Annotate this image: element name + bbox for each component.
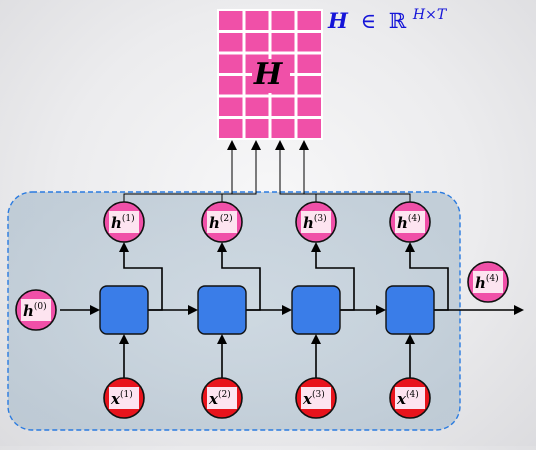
- output-connectors: [123, 140, 411, 202]
- input-2: x(2): [201, 377, 243, 419]
- hidden-state-3-label-pad: [301, 211, 331, 233]
- connector-to-matrix-3: [275, 140, 317, 202]
- hidden-state-1-label-base: h: [111, 214, 122, 232]
- input-3-label: x(3): [302, 389, 325, 408]
- input-1-label: x(1): [110, 389, 133, 408]
- hidden-state-matrix: [217, 9, 323, 140]
- initial-state-label-index: (0): [34, 301, 47, 312]
- input-2-label-base: x: [208, 390, 219, 408]
- initial-state-label: h(0): [23, 301, 47, 320]
- hidden-state-1-label: h(1): [111, 213, 135, 232]
- rnn-cell-2: [197, 285, 247, 335]
- input-2-label-index: (2): [218, 389, 231, 400]
- hidden-state-4-label: h(4): [397, 213, 421, 232]
- input-4-label-index: (4): [406, 389, 419, 400]
- hidden-state-2-label: h(2): [209, 213, 233, 232]
- input-2-label: x(2): [208, 389, 231, 408]
- input-1-label-base: x: [110, 390, 121, 408]
- hidden-state-2-label-base: h: [209, 214, 220, 232]
- hidden-state-3-label-index: (3): [314, 213, 327, 224]
- annotation-symbol: H: [327, 8, 349, 33]
- input-1-label-index: (1): [120, 389, 133, 400]
- hidden-state-4-label-base: h: [397, 214, 408, 232]
- final-state-label-index: (4): [486, 273, 499, 284]
- initial-state-label-base: h: [23, 302, 34, 320]
- final-state-label: h(4): [475, 273, 499, 292]
- input-3-label-index: (3): [312, 389, 325, 400]
- connector-to-matrix-1: [123, 140, 237, 202]
- hidden-state-3-label-base: h: [303, 214, 314, 232]
- connector-to-matrix-4: [299, 140, 411, 202]
- rnn-cell-3: [291, 285, 341, 335]
- input-3-label-pad: [301, 387, 331, 409]
- hidden-state-4: h(4): [389, 201, 431, 243]
- input-nodes: x(1) x(2) x(3) x(4): [103, 377, 431, 419]
- input-1: x(1): [103, 377, 145, 419]
- input-3: x(3): [295, 377, 337, 419]
- connector-to-matrix-2: [221, 140, 261, 202]
- input-4-label-pad: [395, 387, 425, 409]
- initial-state-label-pad: [21, 299, 51, 321]
- matrix-label: H: [253, 57, 284, 92]
- input-1-label-pad: [109, 387, 139, 409]
- annotation-exponent: H×T: [412, 7, 448, 23]
- initial-state: h(0): [15, 289, 57, 331]
- svg-text:H ∈ ℝ H×T: H ∈ ℝ H×T: [327, 7, 448, 33]
- matrix-border: [217, 9, 323, 140]
- hidden-state-4-label-pad: [395, 211, 425, 233]
- hidden-state-3-label: h(3): [303, 213, 327, 232]
- hidden-state-1: h(1): [103, 201, 145, 243]
- annotation-relation: ∈: [361, 9, 377, 33]
- hidden-state-4-label-index: (4): [408, 213, 421, 224]
- final-state-label-pad: [473, 271, 503, 293]
- hidden-state-2-label-index: (2): [220, 213, 233, 224]
- hidden-state-2-label-pad: [207, 211, 237, 233]
- input-2-label-pad: [207, 387, 237, 409]
- input-3-label-base: x: [302, 390, 313, 408]
- rnn-cell-1: [99, 285, 149, 335]
- hidden-state-nodes: h(1) h(2) h(3) h(4): [103, 201, 431, 243]
- matrix-annotation: H ∈ ℝ H×T: [327, 7, 448, 33]
- arrows: [60, 242, 524, 378]
- input-4-label: x(4): [396, 389, 419, 408]
- annotation-space: ℝ: [389, 9, 407, 33]
- hidden-state-3: h(3): [295, 201, 337, 243]
- final-state-node: h(4): [467, 261, 509, 303]
- matrix-label-pad: [252, 59, 290, 93]
- final-state: h(4): [467, 261, 509, 303]
- hidden-state-2: h(2): [201, 201, 243, 243]
- hidden-state-1-label-index: (1): [122, 213, 135, 224]
- rnn-cells: [99, 285, 435, 335]
- input-4: x(4): [389, 377, 431, 419]
- input-4-label-base: x: [396, 390, 407, 408]
- rnn-cell-4: [385, 285, 435, 335]
- hidden-state-1-label-pad: [109, 211, 139, 233]
- initial-state-node: h(0): [15, 289, 57, 331]
- final-state-label-base: h: [475, 274, 486, 292]
